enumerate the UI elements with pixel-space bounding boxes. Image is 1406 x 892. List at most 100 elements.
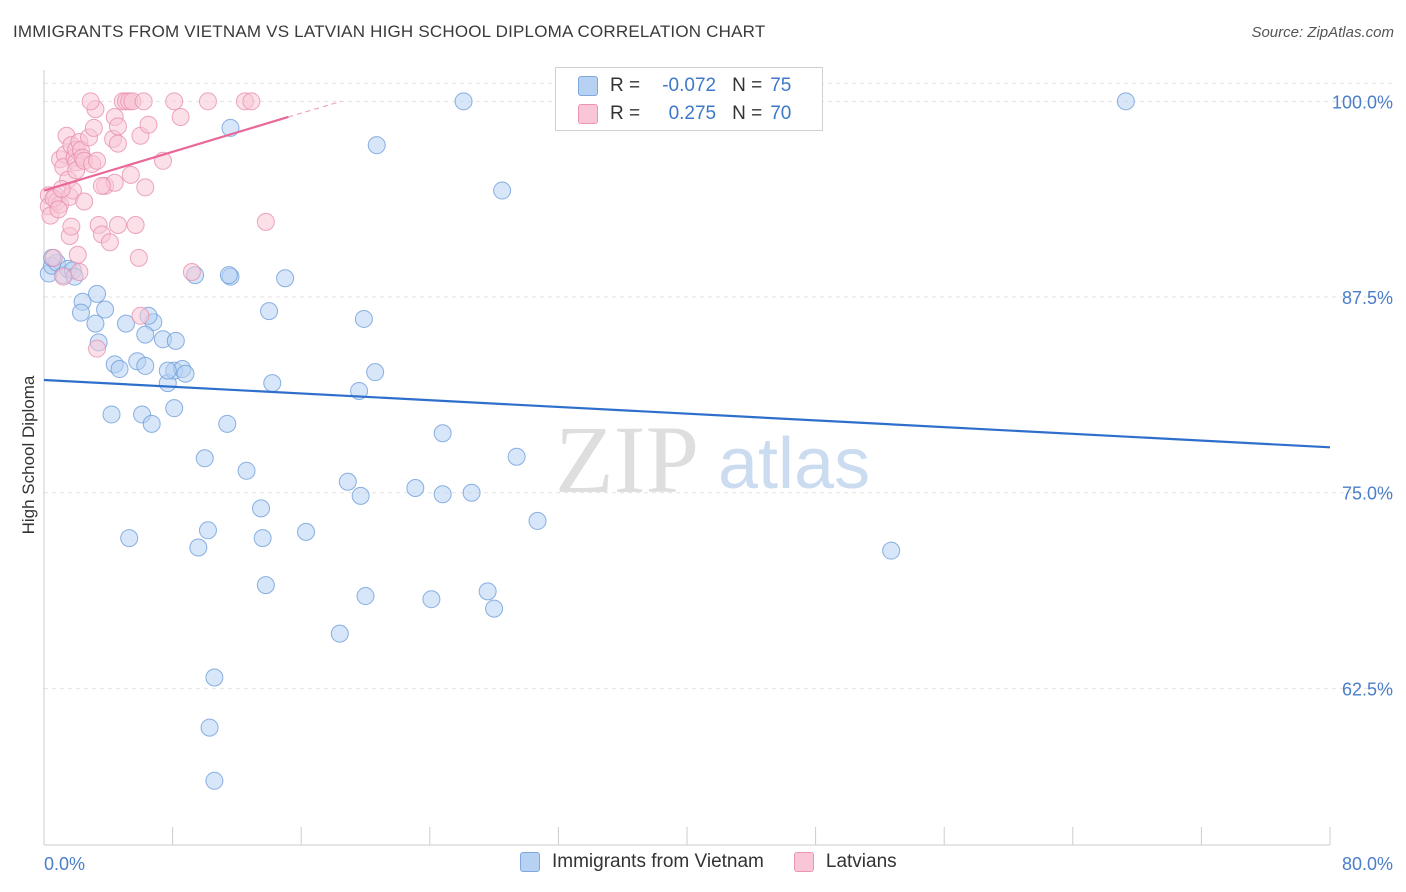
latvian-point (100, 233, 119, 252)
x-tick-label-min: 0.0% (44, 854, 85, 874)
vietnam-point (136, 356, 155, 375)
latvian-point (49, 200, 68, 219)
watermark-zip: ZIP (555, 406, 699, 513)
vietnam-point (422, 590, 441, 609)
vietnam-point (433, 485, 452, 504)
latvian-point (136, 178, 155, 197)
vietnam-point (219, 266, 238, 285)
vietnam-point (142, 414, 161, 433)
n-value: 75 (770, 75, 792, 96)
latvian-point (108, 216, 127, 234)
legend-label-latvians: Latvians (825, 851, 897, 872)
legend-row-vietnam: R = -0.072 N = 75 (578, 72, 791, 100)
vietnam-point (158, 361, 177, 380)
vietnam-point (136, 325, 155, 344)
r-label: R = (610, 75, 641, 96)
latvian-point (88, 151, 107, 170)
latvian-point (134, 92, 153, 111)
latvian-point (84, 118, 103, 137)
vietnam-point (71, 303, 90, 322)
latvian-point (88, 339, 107, 358)
latvian-point (139, 115, 158, 134)
source-credit: Source: ZipAtlas.com (1251, 24, 1394, 41)
latvian-point (92, 176, 111, 195)
vietnam-point (433, 424, 452, 443)
latvian-point (75, 192, 94, 211)
r-value: 0.275 (668, 103, 717, 124)
watermark: ZIP atlas (555, 406, 870, 513)
vietnam-point (252, 499, 271, 518)
vietnam-point (88, 284, 107, 303)
vietnam-point (338, 472, 357, 491)
vietnam-point (110, 360, 129, 379)
legend-item-vietnam[interactable]: Immigrants from Vietnam (520, 851, 764, 873)
latvian-point (81, 92, 100, 111)
vietnam-point (200, 718, 219, 737)
latvian-point (44, 248, 63, 267)
n-label: N = (732, 75, 763, 96)
stats-legend: R = -0.072 N = 75 R = 0.275 N = 70 (555, 67, 823, 131)
latvian-point (126, 216, 145, 234)
vietnam-point (354, 309, 373, 328)
vietnam-point (205, 668, 224, 687)
vietnam-point (485, 599, 504, 618)
vietnam-point (367, 136, 386, 155)
vietnam-point (96, 300, 115, 319)
latvian-point (62, 217, 81, 236)
vietnam-point (86, 314, 105, 333)
vietnam-point (882, 541, 901, 560)
legend-swatch-pink (793, 852, 814, 872)
latvian-point (131, 306, 150, 325)
vietnam-point (528, 511, 547, 530)
chart-title: IMMIGRANTS FROM VIETNAM VS LATVIAN HIGH … (13, 22, 766, 41)
vietnam-point (195, 449, 214, 468)
legend-swatch-blue (578, 76, 598, 96)
legend-item-latvians[interactable]: Latvians (793, 851, 897, 873)
legend-swatch-pink (578, 104, 598, 124)
vietnam-point (165, 399, 184, 418)
r-label: R = (610, 103, 641, 124)
latvian-point (129, 248, 148, 267)
vietnam-point (351, 486, 370, 505)
grid (44, 82, 1392, 689)
vietnam-point (198, 521, 217, 540)
vietnam-trend-line (43, 378, 1331, 449)
data-points (39, 92, 1135, 790)
latvian-point (108, 134, 127, 153)
latvian-point (165, 92, 184, 111)
y-axis-title: High School Diploma (19, 375, 38, 534)
vietnam-point (1116, 92, 1135, 111)
vietnam-point (116, 314, 135, 333)
latvian-point (256, 212, 275, 231)
vietnam-point (330, 624, 349, 643)
latvian-point (70, 262, 89, 281)
vietnam-point (462, 483, 481, 502)
vietnam-point (454, 92, 473, 111)
latvian-point (198, 92, 217, 111)
latvian-point (242, 92, 261, 111)
vietnam-point (256, 576, 275, 595)
vietnam-point (166, 331, 185, 350)
legend-label-vietnam: Immigrants from Vietnam (552, 851, 764, 872)
latvian-point (171, 107, 190, 126)
vietnam-point (189, 538, 208, 557)
vietnam-point (406, 479, 425, 498)
vietnam-point (366, 363, 385, 382)
y-tick-label: 62.5% (1342, 679, 1393, 699)
legend-row-latvians: R = 0.275 N = 70 (578, 100, 791, 128)
vietnam-point (253, 529, 272, 548)
vietnam-point (260, 302, 279, 321)
series-legend: Immigrants from Vietnam Latvians (520, 851, 927, 873)
vietnam-point (120, 529, 139, 548)
trend-lines (43, 100, 1331, 449)
watermark-atlas: atlas (718, 424, 870, 504)
vietnam-point (297, 522, 316, 541)
vietnam-point (218, 414, 237, 433)
y-tick-label: 75.0% (1342, 484, 1393, 504)
tick-labels: 62.5% 75.0% 87.5% 100.0% 0.0% 80.0% (44, 92, 1393, 874)
vietnam-point (237, 461, 256, 480)
vietnam-point (478, 582, 497, 601)
legend-swatch-blue (520, 852, 540, 872)
latvian-point (182, 262, 201, 281)
